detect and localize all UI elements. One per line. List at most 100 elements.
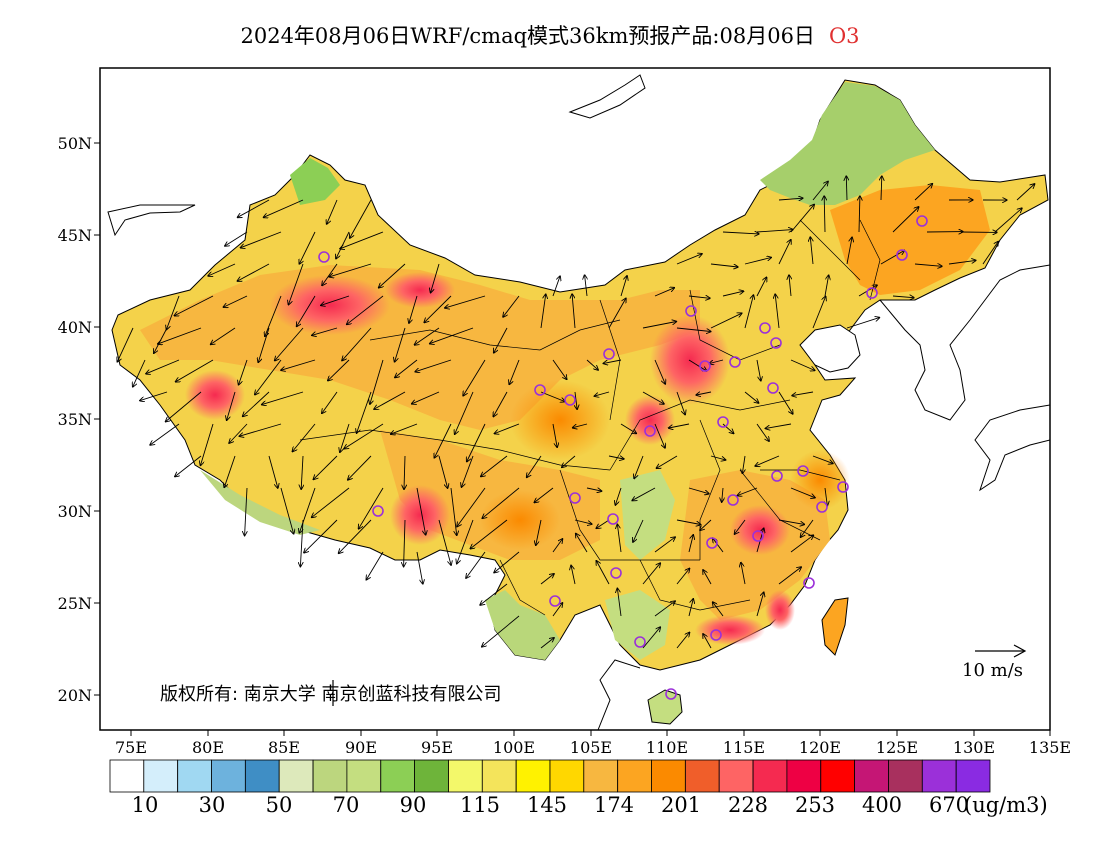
kazakh-lake-outline (107, 204, 196, 237)
wind-vector (445, 295, 486, 308)
station-marker (603, 348, 615, 360)
wind-vector (552, 603, 562, 617)
wind-vector (208, 263, 236, 276)
colorbar-swatch (583, 759, 618, 793)
wind-vector (608, 456, 624, 459)
wind-vector (359, 487, 384, 529)
wind-vector (552, 359, 567, 379)
colorbar-label-30: 30 (198, 793, 226, 817)
wind-vector (370, 359, 384, 404)
wind-vector (158, 327, 202, 344)
wind-vector (201, 423, 214, 465)
wind-vector (810, 237, 814, 265)
wind-vector (540, 294, 546, 329)
wind-vector (654, 423, 665, 448)
colorbar-swatch (515, 759, 551, 793)
wind-vector (812, 297, 826, 329)
wind-vector (322, 391, 338, 413)
wind-vector (676, 391, 685, 415)
monitoring-station-layer (318, 215, 928, 700)
wind-vector (480, 583, 508, 605)
wind-vector (342, 327, 372, 360)
colorbar-swatch (448, 759, 483, 793)
wind-vector (321, 295, 350, 305)
guangxi-green-field (605, 590, 670, 660)
wind-vector (620, 276, 627, 297)
wind-vector (552, 423, 557, 447)
wind-vector (766, 423, 792, 428)
wind-vector (756, 359, 761, 381)
wind-vector (415, 327, 440, 345)
wind-vector (846, 176, 847, 201)
wind-vector (540, 638, 554, 649)
station-marker (837, 481, 849, 493)
colorbar-label-70: 70 (332, 793, 360, 817)
wind-vector (265, 295, 282, 336)
lon-label-80e: 80E (191, 738, 225, 757)
wind-vector (756, 277, 767, 297)
hotspot-guangdong (695, 615, 765, 645)
wind-vector (404, 455, 405, 489)
wind-vector (688, 535, 693, 553)
wind-vector (133, 359, 146, 387)
wind-vector (225, 231, 248, 246)
lon-label-120e: 120E (798, 738, 842, 757)
colorbar-label-670: 670 (928, 793, 970, 817)
wind-vector (914, 264, 942, 266)
colorbar-label-90: 90 (399, 793, 427, 817)
station-marker (729, 356, 741, 368)
hotspot-western-tibet (185, 370, 245, 420)
wind-vector (275, 327, 304, 361)
wind-vector (299, 231, 316, 264)
wind-vector (495, 423, 520, 434)
wind-vector (801, 519, 814, 537)
wind-vector (790, 205, 814, 233)
station-marker (803, 577, 815, 589)
hotspot-fujian (765, 590, 795, 630)
wind-vector (467, 423, 486, 462)
wind-vector (586, 488, 601, 491)
colorbar-label-50: 50 (265, 793, 293, 817)
lon-label-95e: 95E (420, 738, 454, 757)
station-marker (916, 215, 928, 227)
station-marker (569, 492, 581, 504)
wind-vector (224, 455, 236, 487)
indochina-coastline (597, 659, 641, 730)
wind-vector (914, 184, 932, 201)
wind-vector (633, 519, 644, 542)
wind-vector (615, 487, 622, 505)
lon-label-130e: 130E (952, 738, 996, 757)
wind-vector (676, 569, 689, 585)
wind-vector (404, 519, 405, 566)
wind-vector (676, 519, 701, 525)
wind-vector (722, 232, 759, 234)
station-marker (797, 465, 809, 477)
wind-vector (722, 423, 734, 433)
wind-vector (892, 207, 919, 233)
wind-vector (654, 359, 665, 384)
station-marker (710, 629, 722, 641)
wind-vector (1016, 184, 1035, 201)
station-marker (866, 287, 878, 299)
colorbar-swatch (854, 759, 889, 793)
wind-vector (227, 391, 236, 420)
colorbar-label-10: 10 (131, 793, 159, 817)
wind-vector (243, 391, 270, 416)
wind-vector (540, 574, 554, 585)
wind-vector (722, 487, 723, 502)
lon-label-110e: 110E (645, 738, 689, 757)
wind-vector (994, 208, 1022, 233)
station-marker (610, 567, 622, 579)
lon-label-105e: 105E (569, 738, 613, 757)
station-marker (564, 394, 576, 406)
copyright-text: 版权所有: 南京大学 南京创蓝科技有限公司 (160, 684, 502, 705)
wind-vector (466, 551, 486, 578)
wind-vector (470, 519, 508, 549)
wind-vector (438, 519, 451, 565)
wind-vector (688, 359, 707, 371)
axis-ticks (94, 142, 1051, 736)
wind-vector (301, 455, 303, 489)
wind-vector (744, 258, 771, 265)
colorbar-label-228: 228 (727, 793, 769, 817)
wind-vector (756, 592, 764, 617)
